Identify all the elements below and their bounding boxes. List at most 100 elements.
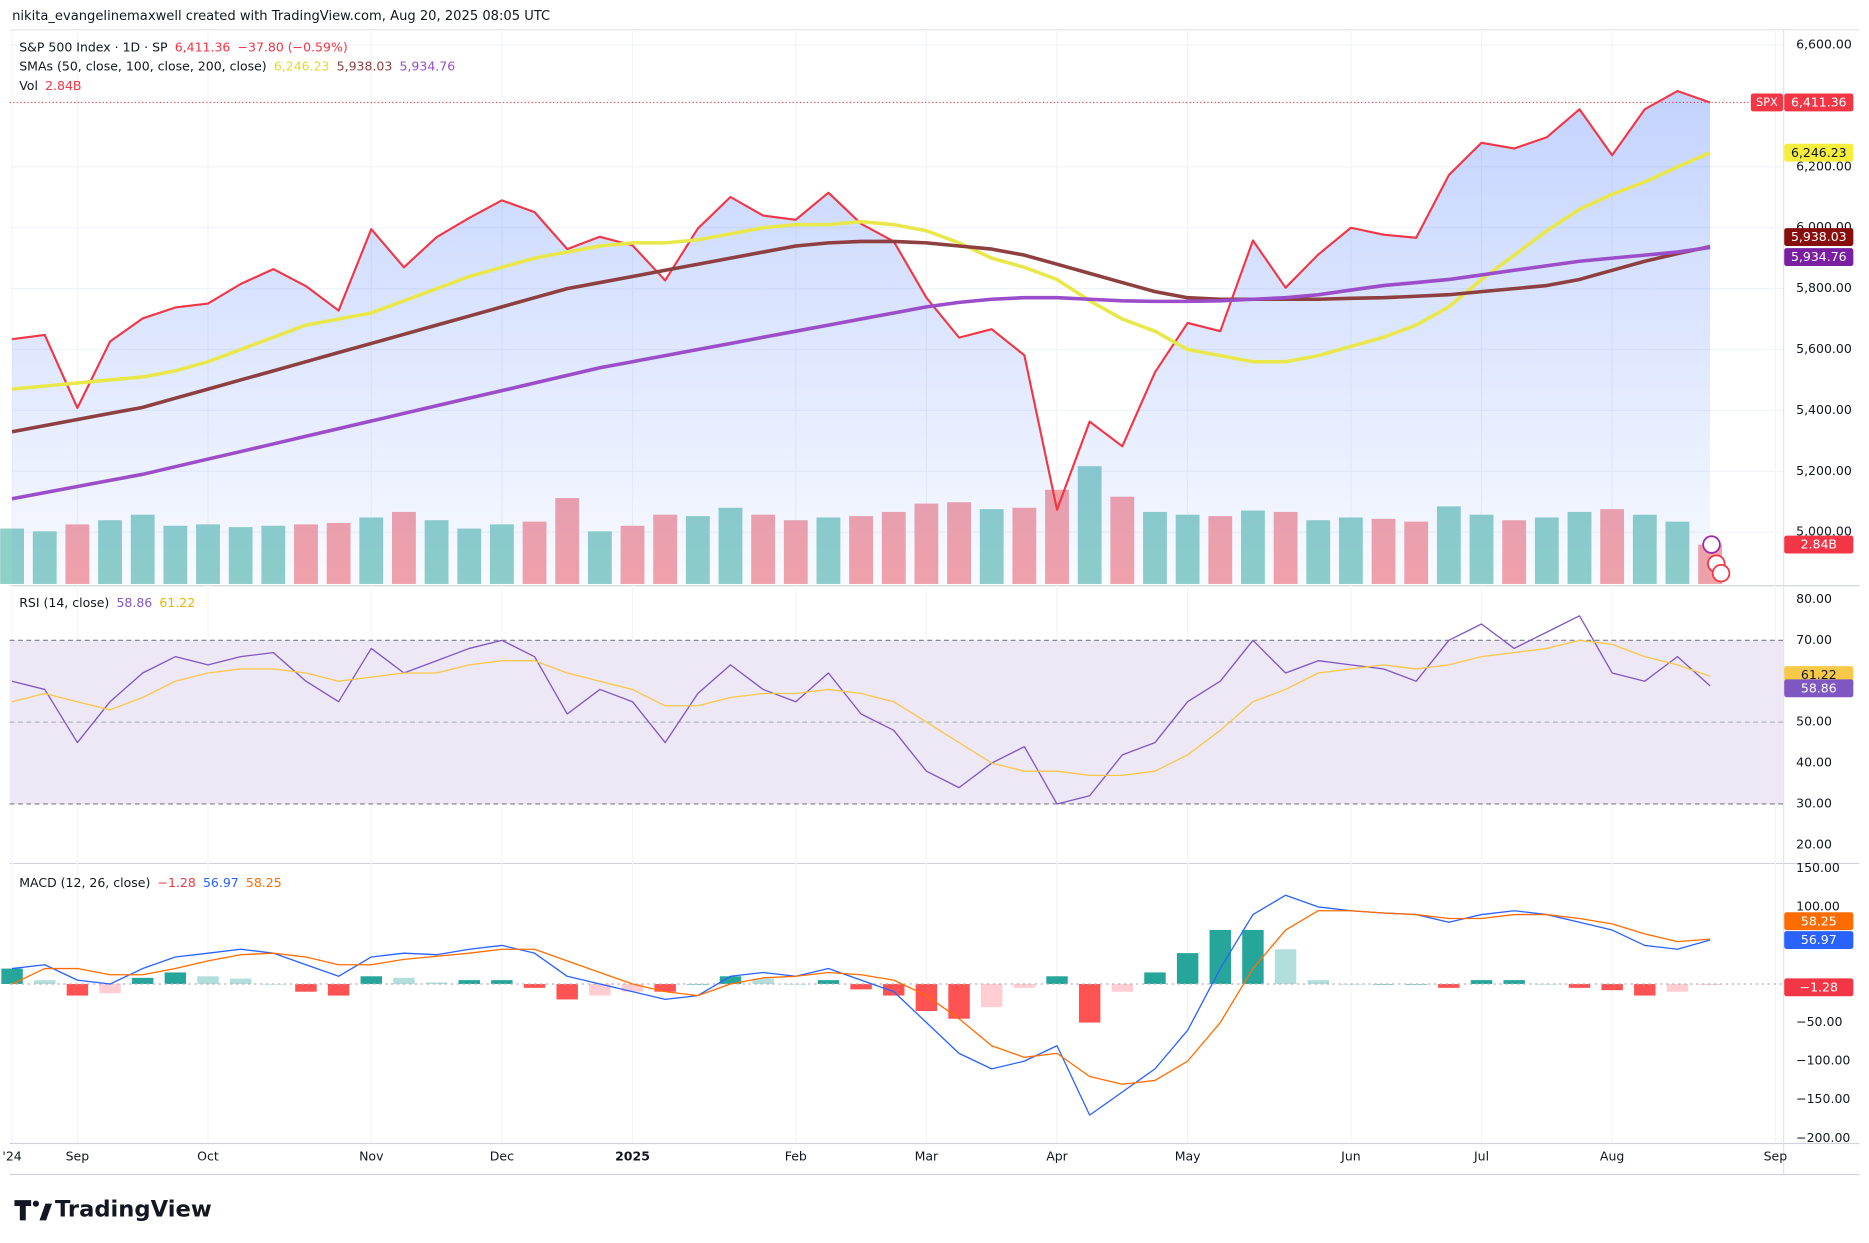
signal-tag-bg (1784, 912, 1854, 931)
pane-legend: RSI (14, close) 58.86 61.22 (19, 595, 195, 610)
series-line (11, 89, 1711, 511)
y-tick-label: 5,600.00 (1796, 341, 1852, 356)
histogram-bar (817, 980, 840, 984)
y-tick-label: −100.00 (1796, 1053, 1850, 1068)
histogram-bar (1634, 983, 1656, 996)
histogram-bar (458, 980, 480, 984)
y-tick-label: 150.00 (1796, 860, 1840, 875)
histogram-bar (197, 976, 219, 984)
sma-tag-bg (1784, 143, 1854, 162)
pane-legend: Vol 2.84B (19, 77, 81, 92)
histogram-bar (1209, 930, 1232, 984)
histogram-bar (295, 983, 317, 992)
brand-name: TradingView (55, 1197, 212, 1223)
rsi-tag: 58.86 (1801, 680, 1837, 695)
histogram-bar (34, 980, 56, 984)
histogram-bar (425, 982, 448, 984)
x-tick-label: Sep (1764, 1149, 1788, 1164)
y-tick-label: −200.00 (1796, 1130, 1850, 1145)
pane-legend: S&P 500 Index · 1D · SP 6,411.36 −37.80 (−… (19, 39, 347, 54)
volume-tag: 2.84B (1801, 537, 1837, 552)
histogram-bar (523, 983, 546, 988)
histogram-bar (1666, 983, 1689, 992)
y-tick-label: 70.00 (1796, 632, 1832, 647)
histogram-bar (1372, 983, 1395, 985)
x-tick-label: Sep (66, 1149, 90, 1164)
histogram-bar (1438, 983, 1460, 988)
series-line (11, 239, 1711, 434)
legend-item: −1.28 (157, 875, 195, 890)
histogram-bar (1242, 930, 1264, 984)
sma-tag-bg (1784, 228, 1854, 246)
histogram-bar (99, 983, 121, 994)
histogram-bar (327, 983, 350, 996)
sma-tag: 5,938.03 (1791, 229, 1847, 244)
pane-legend: MACD (12, 26, close) −1.28 56.97 58.25 (19, 875, 281, 890)
sma-tag: 5,934.76 (1791, 249, 1847, 264)
signal-tag: 58.25 (1801, 913, 1837, 928)
volume-tag-bg (1784, 535, 1854, 554)
histogram-bar (589, 983, 611, 996)
histogram-bar (1503, 980, 1525, 984)
histogram-bar (850, 983, 872, 990)
histogram-bar (1111, 983, 1134, 992)
attribution: nikita_evangelinemaxwell created with Tr… (12, 9, 550, 24)
legend-item: 6,411.36 (175, 39, 231, 54)
histogram-bar (654, 983, 676, 992)
histogram-bar (164, 972, 187, 984)
legend-item: MACD (12, 26, close) (19, 875, 150, 890)
y-tick-label: 100.00 (1796, 898, 1840, 913)
histogram-bar (1046, 976, 1068, 984)
x-tick-label: Nov (359, 1149, 384, 1164)
histogram-tag-bg (1784, 978, 1854, 997)
histogram-bar (719, 976, 742, 984)
histogram-bar (491, 980, 513, 984)
legend-item: −37.80 (−0.59%) (238, 39, 348, 54)
histogram-bar (1078, 983, 1101, 1023)
price-tag: 6,411.36 (1791, 95, 1847, 110)
y-tick-label: 50.00 (1796, 714, 1832, 729)
histogram-bar (915, 983, 938, 1011)
legend-item: 56.97 (203, 875, 239, 890)
histogram-bar (621, 983, 644, 992)
legend-item: 5,938.03 (337, 58, 393, 73)
rsi-ma-tag: 61.22 (1801, 667, 1837, 682)
sma-tag: 6,246.23 (1791, 145, 1847, 160)
histogram-bar (1176, 953, 1199, 984)
histogram-bar (1568, 983, 1591, 988)
brand-logo: TradingView (14, 1197, 212, 1223)
histogram-bar (393, 977, 415, 984)
logo-mark (14, 1200, 32, 1221)
series-line (11, 151, 1711, 391)
price-area (12, 91, 1711, 584)
y-tick-label: 30.00 (1796, 795, 1832, 810)
macd-tag-bg (1784, 931, 1854, 949)
histogram-bar (1470, 980, 1493, 984)
y-tick-label: 40.00 (1796, 755, 1832, 770)
y-tick-label: 5,800.00 (1796, 280, 1852, 295)
macd-tag: 56.97 (1801, 932, 1837, 947)
y-tick-label: 6,200.00 (1796, 158, 1852, 173)
histogram-bar (131, 977, 154, 984)
legend-item: 58.25 (246, 875, 282, 890)
histogram-tag: −1.28 (1800, 979, 1838, 994)
sma-tag-bg (1784, 248, 1854, 267)
x-tick-label: '24 (2, 1149, 21, 1164)
series-line (11, 245, 1711, 501)
y-tick-label: −150.00 (1796, 1091, 1850, 1106)
legend-item: RSI (14, close) (19, 595, 109, 610)
y-tick-label: 5,400.00 (1796, 402, 1852, 417)
logo-mark (39, 1203, 53, 1221)
x-tick-label: Jul (1473, 1149, 1489, 1164)
logo-dot (32, 1200, 40, 1207)
x-tick-label: Mar (915, 1149, 939, 1164)
x-tick-label: 2025 (615, 1149, 650, 1164)
histogram-bar (229, 978, 252, 984)
series-line (11, 639, 1711, 777)
pane-legend: SMAs (50, close, 100, close, 200, close)… (19, 58, 455, 73)
histogram-bar (752, 978, 774, 984)
price-tag-bg (1784, 93, 1854, 112)
series-line (12, 894, 1711, 1116)
x-tick-label: Aug (1600, 1149, 1624, 1164)
